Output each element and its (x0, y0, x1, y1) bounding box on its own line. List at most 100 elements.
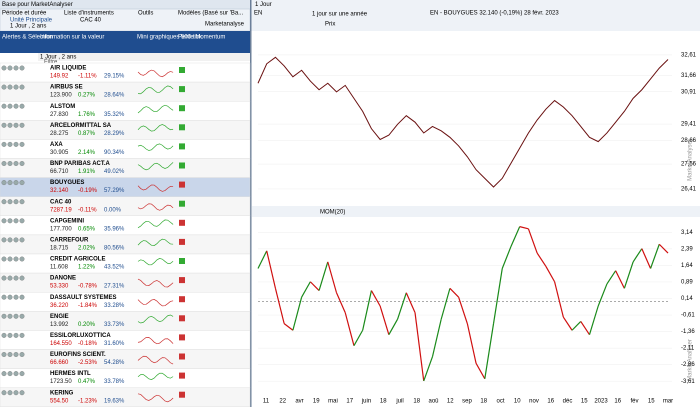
y-tick-label: -1,36 (681, 329, 695, 335)
instrument-name: KERING (50, 390, 74, 396)
label: Liste d'instruments (64, 11, 114, 17)
alert-icon (7, 218, 13, 224)
alert-icon (19, 122, 25, 128)
alert-icon (19, 84, 25, 90)
change: -1.11% (78, 74, 97, 80)
price: 18.715 (50, 245, 69, 251)
alert-icon (7, 371, 13, 377)
instrument-name: HERMES INTL (50, 371, 91, 377)
momentum-segment (440, 288, 451, 320)
alert-icon (13, 122, 19, 128)
change: 0.47% (78, 379, 96, 385)
momentum-segment (362, 290, 372, 331)
mode[interactable]: Prix (325, 22, 335, 28)
alert-icon (1, 65, 7, 71)
instrument-name: AIR LIQUIDE (50, 66, 86, 72)
sparkline (137, 355, 174, 365)
y-tick-label: -0,61 (681, 313, 695, 319)
instrument-name: BOUYGUES (50, 180, 84, 186)
x-tick-label: oct (496, 399, 504, 405)
x-tick-label: aoû (428, 399, 438, 405)
window-title: Base pour MarketAnalyser (2, 2, 73, 8)
change: -0.18% (78, 341, 98, 347)
momentum-segment (536, 252, 547, 267)
alert-icon (19, 275, 25, 281)
momentum-segment (632, 248, 643, 263)
alert-icon (19, 141, 25, 147)
instrument-name: CREDIT AGRICOLE (50, 257, 105, 263)
range[interactable]: 1 jour sur une année (312, 12, 368, 18)
momentum-segment (405, 292, 416, 313)
performance: 35.96% (104, 226, 125, 232)
momentum-segment (379, 305, 390, 335)
change: -0.11% (78, 207, 97, 213)
alert-icon (7, 199, 13, 205)
momentum-segment (606, 270, 617, 285)
momentum-segment (615, 270, 625, 289)
tab[interactable]: 1 Jour (255, 2, 272, 8)
momentum-segment (292, 297, 303, 331)
y-tick-label: -2,86 (681, 362, 695, 368)
alert-icon (1, 84, 7, 90)
x-tick-label: 15 (581, 399, 588, 405)
symbol[interactable]: EN (254, 11, 262, 17)
dropdown[interactable]: CAC 40 (80, 18, 102, 24)
performance: 27.31% (104, 284, 125, 290)
momentum-segment (597, 283, 608, 307)
alert-icon (7, 275, 13, 281)
momentum-flag (179, 219, 185, 226)
row (0, 177, 251, 197)
alert-icon (13, 313, 19, 319)
alert-icon (19, 161, 25, 166)
row (0, 387, 251, 408)
momentum-segment (554, 281, 564, 318)
change: 1.22% (78, 265, 96, 271)
alert-icon (7, 122, 13, 128)
alert-icon (19, 313, 25, 319)
performance: 54.28% (104, 360, 125, 366)
price: 1723.50 (50, 379, 72, 385)
row (0, 292, 251, 312)
price-line (257, 56, 669, 188)
change: 1.91% (78, 169, 96, 175)
x-tick-label: 12 (447, 399, 454, 405)
performance: 31.60% (104, 341, 125, 347)
x-tick-label: sep (462, 399, 472, 405)
performance: 33.73% (104, 322, 125, 328)
momentum-flag (179, 334, 185, 341)
momentum-flag (179, 296, 185, 303)
row (0, 62, 251, 83)
momentum-flag (179, 238, 185, 245)
momentum-flag (179, 277, 185, 284)
instrument-name: ENGIE (50, 314, 69, 320)
sparkline (137, 104, 174, 114)
instrument-name: AIRBUS SE (50, 85, 83, 91)
alert-icon (13, 65, 19, 71)
x-tick-label: 18 (480, 399, 487, 405)
alert-icon (13, 161, 19, 166)
filter[interactable]: Filtre (44, 60, 58, 66)
x-tick-label: juil (395, 399, 403, 405)
alert-icon (19, 65, 25, 71)
button[interactable]: Marketanalyse (205, 22, 245, 28)
performance: 28.29% (104, 131, 125, 137)
momentum-flag (179, 391, 185, 398)
x-tick-label: 11 (263, 399, 270, 405)
change: -1.84% (78, 303, 98, 309)
x-tick-label: mai (328, 399, 338, 405)
alert-icon (7, 256, 13, 262)
momentum-segment (623, 261, 634, 289)
alert-icon (13, 390, 19, 396)
alert-icon (1, 332, 7, 338)
price: 149.92 (50, 74, 69, 80)
y-tick-label: 0,89 (681, 280, 693, 286)
performance: 33.28% (104, 303, 125, 309)
y-tick-label: 30,91 (681, 89, 697, 95)
price: 554.50 (50, 398, 69, 404)
alert-icon (7, 103, 13, 109)
alert-icon (7, 84, 13, 90)
x-tick-label: mar (663, 399, 673, 405)
instrument-name: EUROFINS SCIENT. (50, 352, 106, 358)
momentum-flag (179, 353, 185, 360)
momentum-segment (510, 226, 521, 247)
